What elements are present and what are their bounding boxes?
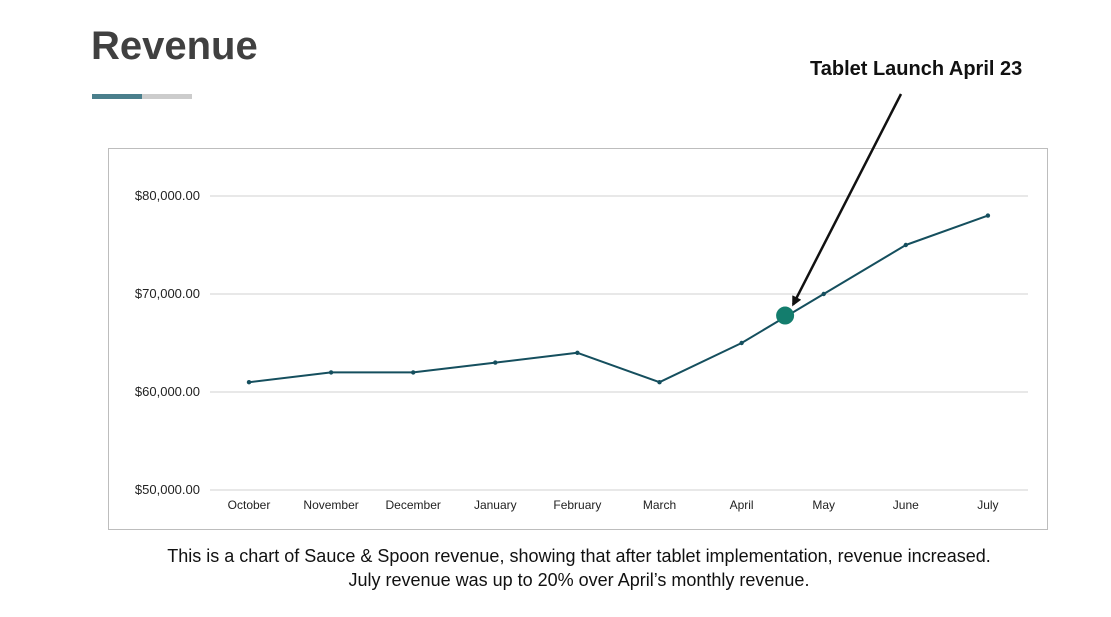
data-point bbox=[903, 242, 908, 248]
data-point bbox=[246, 380, 252, 385]
caption-line-2: July revenue was up to 20% over April’s … bbox=[348, 570, 810, 590]
x-tick-label: June bbox=[893, 498, 919, 512]
chart-caption: This is a chart of Sauce & Spoon revenue… bbox=[0, 544, 1111, 592]
x-tick-label: July bbox=[977, 498, 998, 512]
x-tick-label: December bbox=[386, 498, 441, 512]
highlight-marker bbox=[776, 306, 795, 325]
x-tick-label: May bbox=[812, 498, 835, 512]
data-point bbox=[657, 380, 662, 385]
series-line bbox=[248, 214, 989, 384]
x-tick-label: March bbox=[643, 498, 676, 512]
chart-frame bbox=[108, 148, 1048, 530]
y-tick-label: $70,000.00 bbox=[135, 286, 200, 301]
title-underline bbox=[92, 94, 192, 99]
x-tick-label: January bbox=[474, 498, 517, 512]
y-tick-label: $50,000.00 bbox=[135, 482, 200, 497]
data-point bbox=[575, 350, 580, 355]
data-point bbox=[493, 360, 498, 365]
slide-title: Revenue bbox=[91, 24, 258, 68]
data-point bbox=[328, 370, 334, 375]
data-point bbox=[739, 340, 744, 346]
x-tick-label: November bbox=[303, 498, 358, 512]
y-tick-label: $60,000.00 bbox=[135, 384, 200, 399]
data-point bbox=[821, 291, 826, 297]
x-tick-label: February bbox=[553, 498, 601, 512]
x-tick-label: October bbox=[228, 498, 271, 512]
annotation-label: Tablet Launch April 23 bbox=[810, 58, 1023, 80]
title-underline-accent bbox=[92, 94, 142, 99]
x-tick-label: April bbox=[730, 498, 754, 512]
annotation-arrow bbox=[792, 93, 903, 307]
caption-line-1: This is a chart of Sauce & Spoon revenue… bbox=[167, 546, 991, 566]
data-point bbox=[985, 213, 991, 218]
y-tick-label: $80,000.00 bbox=[135, 188, 200, 203]
data-point bbox=[411, 370, 416, 375]
